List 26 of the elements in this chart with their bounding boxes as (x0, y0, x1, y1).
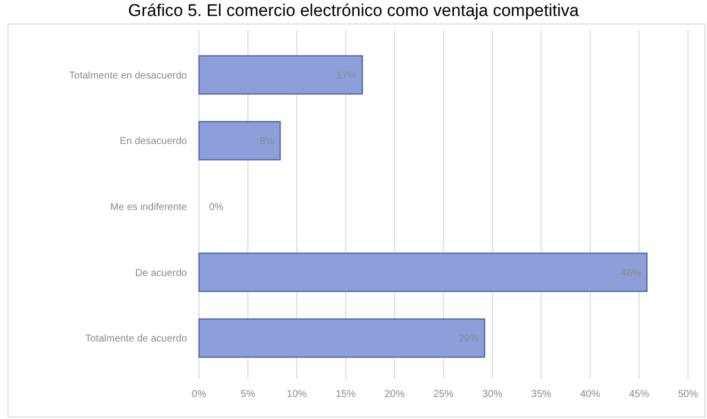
bar (198, 318, 486, 358)
x-tick-label: 20% (384, 389, 405, 400)
y-tick-label: De acuerdo (135, 268, 188, 279)
data-label: 29% (458, 334, 479, 345)
x-tick-label: 5% (240, 389, 256, 400)
x-tick-label: 10% (286, 389, 307, 400)
bar (198, 55, 363, 95)
data-label: 17% (336, 70, 356, 82)
data-label: 8% (260, 136, 274, 148)
x-tick-label: 45% (629, 389, 650, 400)
x-tick-label: 15% (336, 389, 356, 400)
x-tick-label: 25% (433, 389, 454, 400)
x-tick-label: 35% (531, 389, 552, 400)
y-tick-label: En desacuerdo (120, 136, 188, 148)
bar (198, 252, 648, 292)
data-label: 46% (620, 268, 642, 279)
y-tick-label: Totalmente de acuerdo (85, 334, 188, 345)
x-tick-label: 50% (678, 389, 698, 400)
x-tick-label: 40% (580, 389, 600, 400)
y-tick-label: Totalmente en desacuerdo (69, 70, 188, 82)
bar (198, 121, 281, 160)
y-tick-label: Me es indiferente (110, 202, 188, 213)
x-tick-label: 30% (482, 389, 503, 400)
x-tick-label: 0% (192, 389, 206, 400)
chart-title: Gráfico 5. El comercio electrónico como ventaja competitiva (128, 1, 580, 20)
data-label: 0% (209, 202, 224, 213)
